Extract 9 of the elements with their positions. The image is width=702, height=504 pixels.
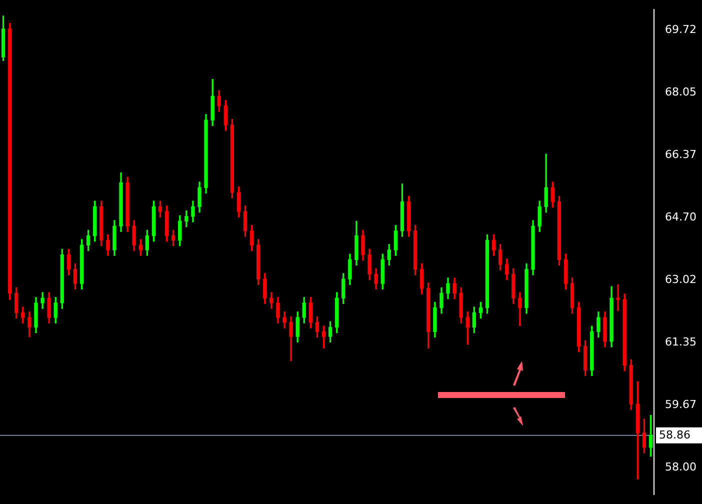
y-tick-label: 68.05: [665, 85, 696, 98]
y-tick-label: 59.67: [665, 398, 696, 412]
y-tick-label: 58.00: [665, 460, 696, 474]
ref-line-label: 58.86: [659, 428, 690, 442]
y-tick-label: 66.37: [665, 148, 696, 162]
y-tick-label: 69.72: [665, 22, 696, 36]
y-tick-label: 63.02: [665, 273, 696, 286]
y-tick-label: 64.70: [665, 210, 696, 224]
y-tick-label: 61.35: [665, 335, 696, 348]
